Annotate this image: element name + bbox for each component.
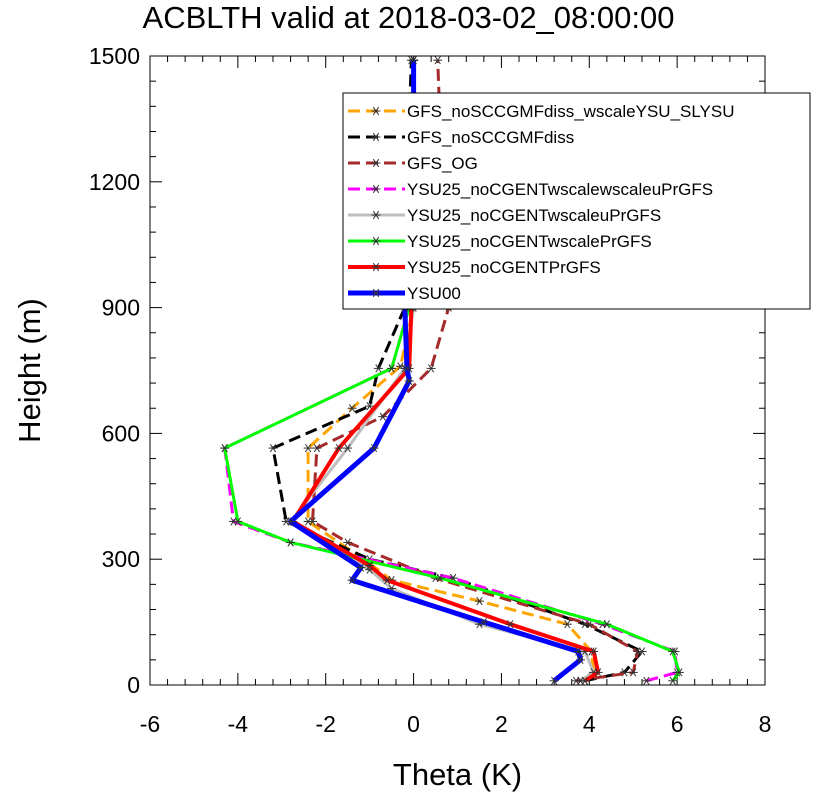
legend-item: GFS_OG bbox=[348, 154, 478, 173]
legend-marker bbox=[371, 210, 381, 220]
x-tick-label: 0 bbox=[407, 711, 420, 737]
legend-label: YSU25_noCGENTwscalePrGFS bbox=[407, 232, 652, 251]
data-point bbox=[365, 561, 375, 570]
data-point bbox=[668, 676, 678, 685]
data-point bbox=[593, 668, 603, 677]
legend-item: YSU25_noCGENTwscaleuPrGFS bbox=[348, 206, 661, 225]
legend-marker bbox=[371, 288, 381, 298]
data-point bbox=[356, 563, 366, 572]
data-point bbox=[633, 647, 643, 656]
y-axis-title: Height (m) bbox=[12, 298, 47, 443]
data-point bbox=[382, 576, 392, 585]
plot-border bbox=[149, 55, 766, 686]
legend-marker bbox=[371, 236, 381, 246]
y-tick-label: 0 bbox=[127, 672, 140, 698]
y-tick-label: 900 bbox=[102, 295, 140, 321]
chart-title: ACBLTH valid at 2018-03-02_08:00:00 bbox=[142, 0, 675, 35]
data-point bbox=[343, 538, 353, 547]
x-tick-label: 8 bbox=[759, 711, 772, 737]
data-point bbox=[303, 443, 313, 453]
data-point bbox=[233, 517, 243, 526]
data-point bbox=[347, 576, 357, 585]
legend-item: GFS_noSCCGMFdiss bbox=[348, 128, 574, 147]
legend-item: YSU25_noCGENTPrGFS bbox=[348, 258, 601, 277]
data-point bbox=[334, 443, 344, 453]
data-point bbox=[584, 620, 594, 629]
legend-box bbox=[342, 92, 811, 310]
data-point bbox=[576, 655, 585, 664]
data-point bbox=[674, 668, 684, 677]
legend-marker bbox=[371, 262, 381, 272]
data-point bbox=[668, 647, 678, 656]
data-point bbox=[602, 620, 612, 629]
y-tick-label: 300 bbox=[102, 546, 140, 572]
data-point bbox=[220, 443, 230, 453]
data-point bbox=[479, 617, 489, 627]
axis-ticks: -6 -4 -2 0 2 4 6 8 0 300 600 900 1200 1500 bbox=[89, 43, 772, 737]
data-point bbox=[433, 56, 443, 65]
data-point bbox=[402, 364, 412, 373]
data-point bbox=[312, 443, 322, 453]
data-point bbox=[369, 443, 379, 453]
data-point bbox=[580, 676, 590, 685]
legend-marker bbox=[371, 158, 381, 168]
legend-item: YSU25_noCGENTwscalewscaleuPrGFS bbox=[348, 180, 713, 199]
legend-marker bbox=[371, 184, 381, 194]
legend-label: YSU25_noCGENTPrGFS bbox=[407, 258, 601, 277]
legend-label: YSU25_noCGENTwscalewscaleuPrGFS bbox=[407, 180, 713, 199]
data-point bbox=[268, 443, 278, 453]
x-tick-label: 6 bbox=[671, 711, 684, 737]
data-point bbox=[409, 56, 419, 65]
x-tick-label: 4 bbox=[583, 711, 596, 737]
data-point bbox=[387, 364, 397, 373]
x-tick-label: -2 bbox=[315, 711, 335, 737]
data-point bbox=[378, 412, 388, 421]
x-tick-label: 2 bbox=[495, 711, 508, 737]
data-point bbox=[573, 647, 583, 656]
legend-label: YSU00 bbox=[407, 284, 461, 303]
legend-label: YSU25_noCGENTwscaleuPrGFS bbox=[407, 206, 661, 225]
x-tick-label: -4 bbox=[228, 711, 249, 737]
x-tick-label: -6 bbox=[140, 711, 160, 737]
data-point bbox=[286, 538, 296, 547]
data-point bbox=[347, 404, 357, 413]
data-point bbox=[286, 517, 296, 526]
legend-label: GFS_noSCCGMFdiss_wscaleYSU_SLYSU bbox=[407, 102, 735, 121]
legend-marker bbox=[371, 106, 381, 116]
data-point bbox=[628, 668, 638, 677]
legend-marker bbox=[371, 132, 381, 142]
data-point bbox=[373, 364, 383, 373]
data-point bbox=[549, 676, 559, 685]
data-point bbox=[474, 597, 484, 606]
data-point bbox=[505, 620, 515, 629]
legend-label: GFS_noSCCGMFdiss bbox=[407, 128, 574, 147]
data-point bbox=[404, 376, 414, 386]
legend-item: YSU00 bbox=[348, 284, 461, 303]
legend-label: GFS_OG bbox=[407, 154, 478, 173]
legend-item: GFS_noSCCGMFdiss_wscaleYSU_SLYSU bbox=[348, 102, 735, 121]
x-axis-title: Theta (K) bbox=[393, 757, 522, 792]
plot-frame bbox=[149, 55, 766, 686]
data-point bbox=[641, 676, 651, 685]
y-tick-label: 1500 bbox=[89, 43, 140, 69]
data-point bbox=[343, 443, 353, 453]
data-point bbox=[562, 620, 572, 629]
data-point bbox=[589, 647, 599, 656]
legend: GFS_noSCCGMFdiss_wscaleYSU_SLYSU GFS_noSC… bbox=[342, 92, 811, 310]
data-point bbox=[435, 573, 445, 583]
y-tick-label: 600 bbox=[102, 420, 140, 446]
y-tick-label: 1200 bbox=[89, 169, 140, 195]
data-point bbox=[308, 517, 318, 526]
data-point bbox=[426, 364, 436, 373]
legend-item: YSU25_noCGENTwscalePrGFS bbox=[348, 232, 652, 251]
